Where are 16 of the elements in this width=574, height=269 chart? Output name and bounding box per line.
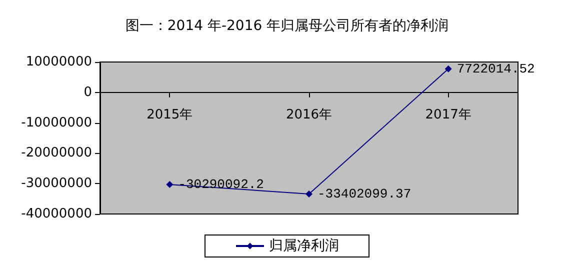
y-tick-label: 0 [84,84,92,100]
x-tick-label: 2015年 [146,107,193,122]
data-label: -30290092.2 [178,176,264,192]
y-tick-label: -20000000 [21,146,92,161]
y-tick-label: -30000000 [21,176,92,192]
chart-title: 图一：2014 年-2016 年归属母公司所有者的净利润 [125,18,449,34]
data-label: -33402099.37 [318,186,412,202]
point [306,190,312,198]
y-tick-label: 10000000 [26,54,92,70]
y-tick-label: -10000000 [21,115,92,130]
x-tick-label: 2016年 [286,107,332,122]
x-tick-label: 2017年 [425,107,472,122]
legend-label: 归属净利润 [269,238,339,254]
y-tick-label: -40000000 [21,206,92,222]
point [444,65,452,72]
point [166,180,174,188]
